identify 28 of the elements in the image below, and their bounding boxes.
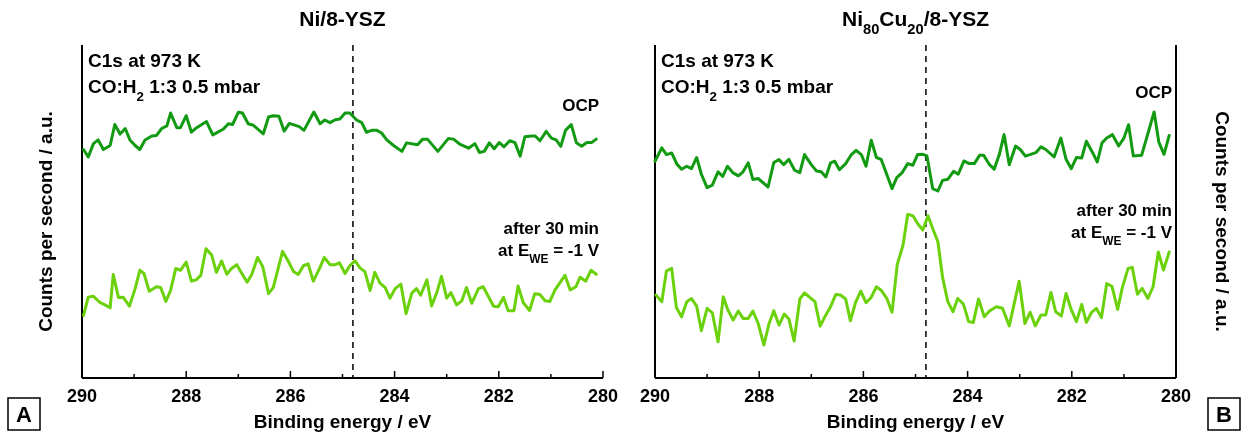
x-tick-label: 284 (379, 386, 410, 406)
x-tick-label: 282 (483, 386, 514, 406)
text: CO:H$_{2}$ 1:3 0.5 mbar (88, 76, 261, 104)
series-label: after 30 min at E$_{WE}$ = -1 V (498, 219, 600, 267)
x-tick-label: 288 (171, 386, 202, 406)
text: C1s at 973 K (88, 50, 202, 71)
x-tick-label: 290 (639, 386, 671, 406)
y-axis-title: Counts per second / a.u. (35, 111, 56, 332)
series-label: after 30 min at E$_{WE}$ = -1 V (1071, 200, 1173, 248)
series-label: OCP (1135, 83, 1172, 102)
text: B (1216, 402, 1232, 427)
x-tick-label: 282 (1056, 386, 1087, 406)
x-tick-label: 286 (848, 386, 879, 406)
text: CO:H$_{2}$ 1:3 0.5 mbar (661, 76, 834, 104)
x-tick-label: 280 (587, 386, 619, 406)
x-tick-label: 284 (952, 386, 983, 406)
x-axis-title: Binding energy / eV (253, 411, 432, 432)
text: C1s at 973 K (661, 50, 775, 71)
x-tick-label: 280 (1160, 386, 1192, 406)
x-tick-label: 290 (66, 386, 98, 406)
text: A (16, 402, 33, 427)
chart-title: Ni/8-YSZ (299, 7, 386, 30)
y-axis-title: Counts per second / a.u. (1212, 111, 1233, 332)
x-tick-label: 288 (744, 386, 775, 406)
x-tick-label: 286 (275, 386, 306, 406)
series-label: OCP (562, 95, 599, 115)
chart-title: Ni$_{80}$Cu$_{20}$/8-YSZ (841, 7, 990, 37)
x-axis-title: Binding energy / eV (826, 411, 1005, 432)
